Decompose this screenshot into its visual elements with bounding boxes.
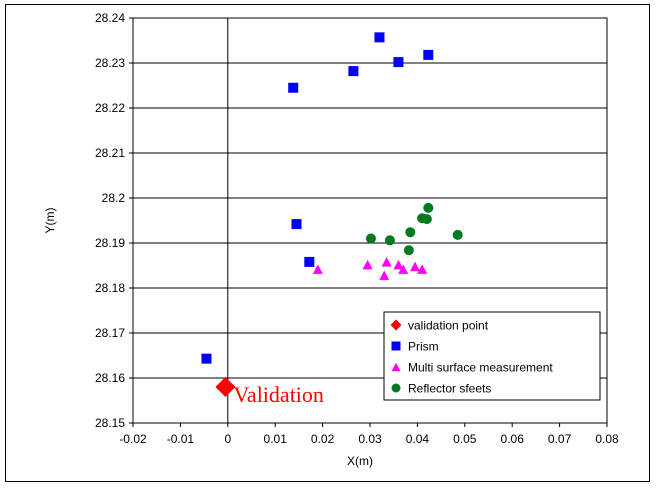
data-point-reflector-sfeets [403,245,414,256]
validation-annotation: Validation [233,382,323,407]
data-point-reflector-sfeets [405,227,416,238]
data-point-prism [201,353,212,364]
legend-label: validation point [408,319,489,333]
y-tick-label: 28.18 [95,281,125,295]
data-point-reflector-sfeets [384,235,395,246]
x-tick-label: 0.08 [595,432,619,446]
data-point-multi-surface-measurement [393,259,404,270]
data-point-reflector-sfeets [452,229,463,240]
y-tick-label: 28.2 [102,191,126,205]
legend-label: Multi surface measurement [408,361,553,375]
x-tick-label: 0.03 [358,432,382,446]
data-point-multi-surface-measurement [312,264,323,274]
legend-label: Reflector sfeets [408,382,491,396]
data-point-prism [393,57,404,68]
data-point-multi-surface-measurement [398,264,409,274]
data-point-multi-surface-measurement [379,270,390,281]
x-tick-label: 0.02 [311,432,335,446]
data-point-reflector-sfeets [365,233,376,244]
y-tick-label: 28.16 [95,371,125,385]
data-point-reflector-sfeets [423,202,434,213]
x-tick-label: 0.07 [548,432,572,446]
data-point-multi-surface-measurement [417,264,428,274]
data-point-prism [374,32,385,43]
x-tick-label: 0.05 [453,432,477,446]
data-point-multi-surface-measurement [410,261,421,272]
legend [383,311,601,401]
data-point-prism [288,82,299,93]
legend-marker [391,383,401,393]
y-tick-label: 28.17 [95,326,125,340]
legend-marker [391,362,401,372]
data-point-reflector-sfeets [421,214,432,225]
data-point-multi-surface-measurement [362,259,373,270]
data-point-prism [423,49,434,60]
x-tick-label: 0.01 [264,432,288,446]
y-axis-label: Y(m) [43,208,57,234]
y-tick-label: 28.24 [95,11,125,25]
data-point-multi-surface-measurement [381,257,392,267]
x-tick-label: 0.06 [501,432,525,446]
data-point-validation-point [215,377,236,397]
data-point-prism [348,66,359,77]
y-tick-label: 28.22 [95,101,125,115]
x-tick-label: -0.02 [119,432,147,446]
y-tick-label: 28.15 [95,416,125,430]
y-tick-label: 28.21 [95,146,125,160]
data-point-prism [304,256,315,267]
data-point-prism [291,219,302,230]
x-tick-label: 0 [224,432,231,446]
legend-marker [390,319,402,331]
x-axis-label: X(m) [347,454,373,468]
x-tick-label: -0.01 [167,432,195,446]
y-tick-label: 28.23 [95,56,125,70]
x-tick-label: 0.04 [406,432,430,446]
legend-label: Prism [408,340,439,354]
y-tick-label: 28.19 [95,236,125,250]
legend-marker [391,341,401,351]
